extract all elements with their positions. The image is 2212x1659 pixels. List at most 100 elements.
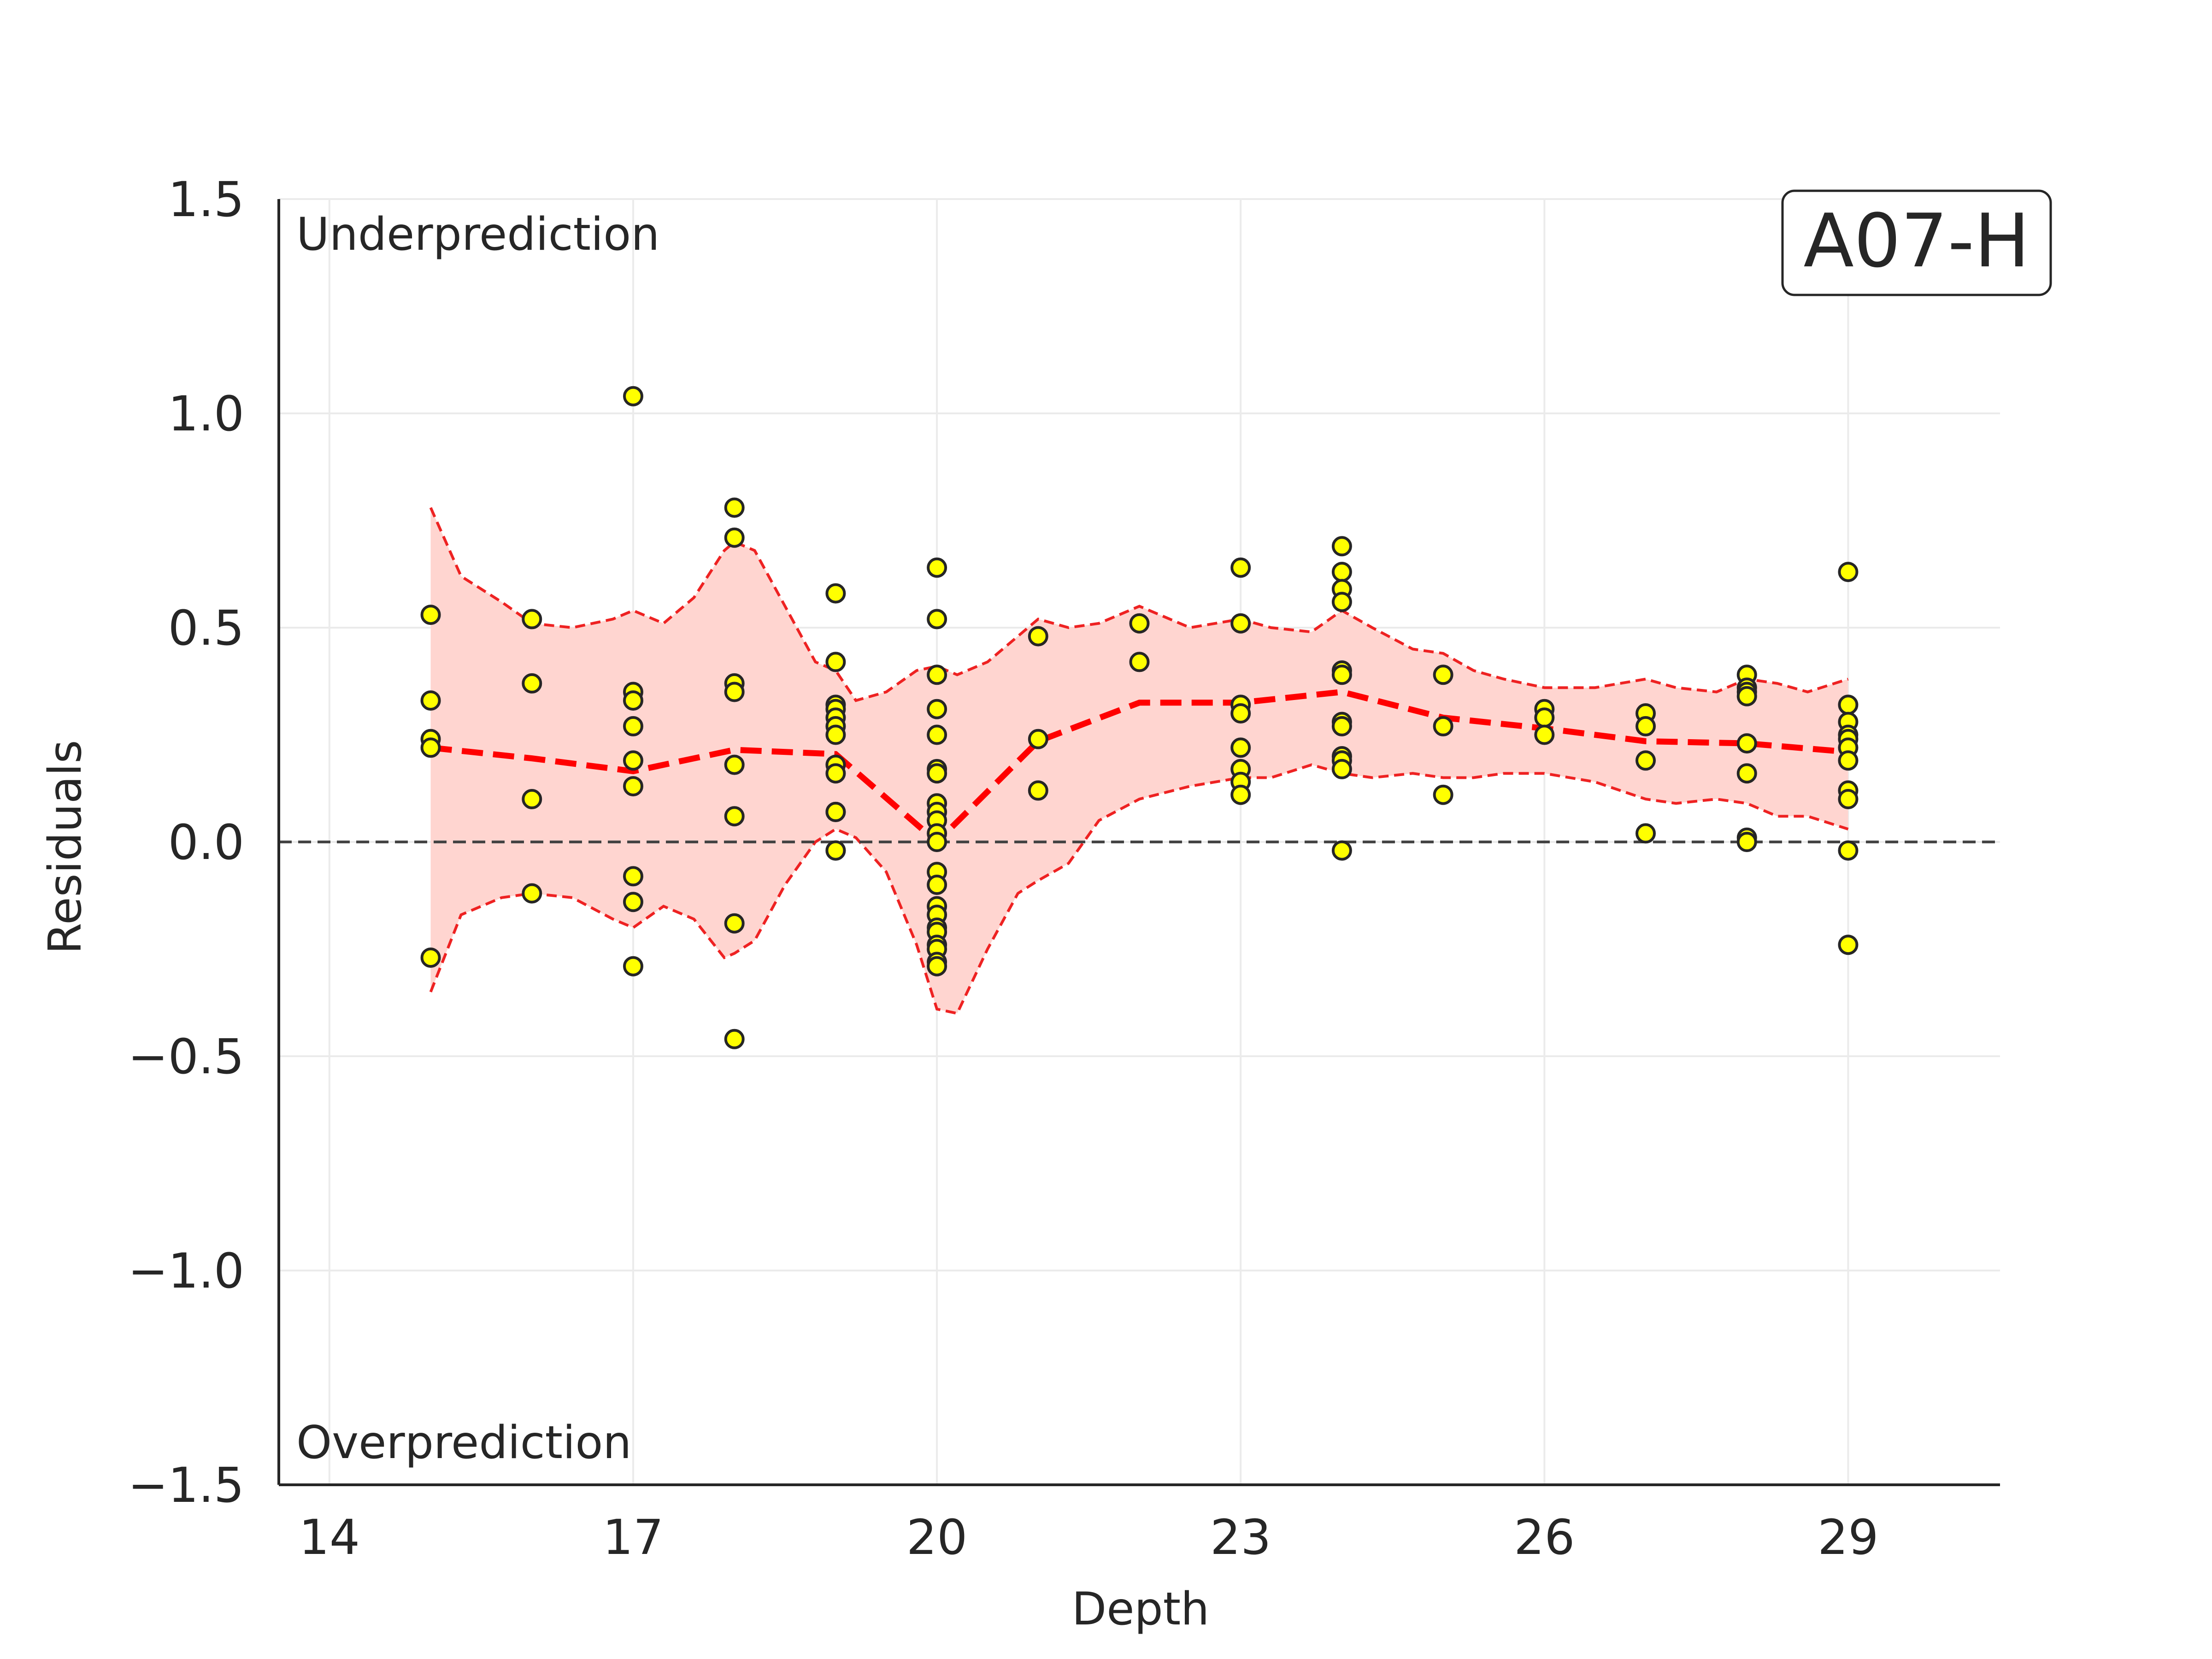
scatter-point	[522, 789, 542, 809]
tick-labels: 14 17 20 23 26 29 −1.5 −1.0 −0.5 0.0 0.5 1.0 1.5	[128, 171, 1878, 1565]
scatter-point	[825, 801, 846, 822]
scatter-point	[825, 840, 846, 861]
scatter-point	[927, 699, 947, 719]
scatter-point	[420, 947, 441, 968]
band-upper-edge	[429, 507, 1849, 702]
scatter-point	[1129, 652, 1150, 672]
trend-line	[430, 688, 1848, 846]
x-tick-label: 26	[1514, 1509, 1575, 1565]
scatter-point	[1331, 716, 1352, 736]
scatter-point	[1433, 665, 1453, 685]
band-lower-edge	[429, 763, 1849, 1015]
scatter-point	[623, 956, 643, 977]
scatter-point	[1736, 686, 1757, 706]
scatter-point	[927, 832, 947, 852]
scatter-point	[623, 776, 643, 797]
scatter-point	[1230, 703, 1251, 724]
scatter-point	[724, 527, 745, 548]
y-tick-label: 0.0	[168, 814, 244, 871]
scatter-point	[1534, 707, 1555, 728]
scatter-point	[1635, 716, 1656, 736]
scatter-point	[1838, 694, 1859, 715]
scatter-point	[927, 763, 947, 784]
scatter-point	[1736, 763, 1757, 784]
trend-series	[430, 688, 1848, 846]
scatter-point	[1331, 592, 1352, 612]
scatter-point	[724, 913, 745, 934]
scatter-point	[1838, 750, 1859, 771]
scatter-point	[1635, 823, 1656, 844]
y-tick-label: 1.5	[168, 171, 244, 228]
x-axis-title: Depth	[1072, 1583, 1210, 1635]
scatter-point	[522, 673, 542, 694]
scatter-point	[927, 609, 947, 629]
scatter-point	[1635, 750, 1656, 771]
scatter-point	[1838, 840, 1859, 861]
band-fill	[430, 507, 1848, 1013]
scatter-point	[825, 724, 846, 745]
scatter-point	[825, 652, 846, 672]
scatter-point	[1736, 832, 1757, 852]
scatter-point	[1230, 737, 1251, 758]
scatter-point	[1028, 626, 1048, 647]
y-tick-label: −1.5	[128, 1457, 244, 1513]
scatter-point	[1230, 557, 1251, 578]
scatter-point	[1230, 613, 1251, 634]
scatter-point	[623, 690, 643, 711]
x-tick-label: 23	[1210, 1509, 1271, 1565]
scatter-point	[1129, 613, 1150, 634]
scatter-point	[825, 583, 846, 604]
scatter-point	[420, 690, 441, 711]
y-tick-label: −0.5	[128, 1029, 244, 1085]
scatter-point	[1736, 733, 1757, 754]
overprediction-label: Overprediction	[296, 1417, 631, 1469]
scatter-point	[825, 763, 846, 784]
x-tick-label: 14	[299, 1509, 360, 1565]
scatter-point	[724, 1029, 745, 1049]
scatter-point	[927, 875, 947, 895]
scatter-point	[724, 682, 745, 702]
scatter-point	[1838, 789, 1859, 809]
x-tick-label: 17	[603, 1509, 664, 1565]
axes	[277, 199, 2000, 1486]
scatter-point	[623, 892, 643, 912]
x-tick-label: 20	[906, 1509, 967, 1565]
scatter-point	[623, 750, 643, 771]
panel-label-box: A07-H	[1781, 189, 2052, 296]
scatter-point	[522, 609, 542, 629]
scatter-point	[420, 605, 441, 625]
scatter-points	[420, 386, 1859, 1049]
scatter-point	[1028, 780, 1048, 801]
scatter-point	[1838, 935, 1859, 955]
underprediction-label: Underprediction	[296, 208, 659, 261]
scatter-point	[927, 557, 947, 578]
scatter-point	[724, 754, 745, 775]
scatter-point	[1534, 724, 1555, 745]
scatter-point	[1230, 784, 1251, 805]
scatter-point	[522, 883, 542, 904]
x-tick-label: 29	[1818, 1509, 1878, 1565]
confidence-band	[429, 507, 1849, 1015]
scatter-point	[1433, 784, 1453, 805]
y-axis-title: Residuals	[39, 740, 92, 954]
scatter-point	[927, 724, 947, 745]
scatter-point	[1433, 716, 1453, 736]
scatter-point	[623, 866, 643, 887]
y-tick-label: 1.0	[168, 386, 244, 442]
scatter-point	[1838, 562, 1859, 582]
scatter-point	[420, 737, 441, 758]
y-tick-label: −1.0	[128, 1243, 244, 1299]
panel-label: A07-H	[1803, 198, 2030, 284]
scatter-point	[1331, 665, 1352, 685]
scatter-point	[1331, 536, 1352, 557]
scatter-point	[1331, 562, 1352, 582]
scatter-point	[927, 956, 947, 977]
scatter-point	[1331, 759, 1352, 779]
scatter-point	[724, 806, 745, 827]
scatter-point	[1331, 840, 1352, 861]
scatter-point	[724, 497, 745, 518]
scatter-point	[623, 716, 643, 736]
scatter-point	[927, 665, 947, 685]
scatter-point	[1028, 729, 1048, 749]
